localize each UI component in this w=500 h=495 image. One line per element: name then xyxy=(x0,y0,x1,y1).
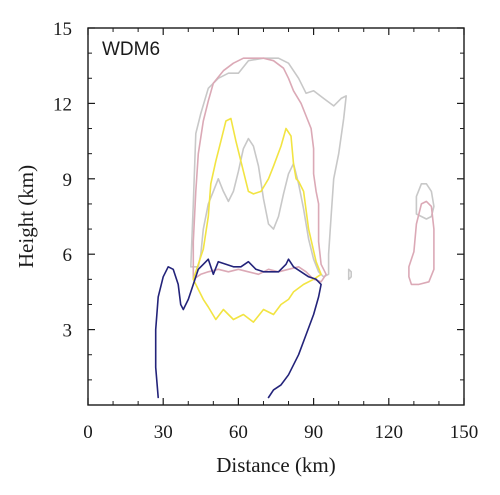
x-tick-label: 30 xyxy=(154,422,173,443)
x-tick-label: 0 xyxy=(83,422,93,443)
contour-series-layer xyxy=(154,57,435,399)
contour-line-1 xyxy=(347,268,352,281)
y-tick-label: 9 xyxy=(63,170,73,191)
contour-line-6 xyxy=(154,258,322,399)
x-tick-label: 150 xyxy=(450,422,479,443)
contour-line-2 xyxy=(415,183,435,220)
contour-line-0 xyxy=(190,57,347,278)
y-axis-title: Height (km) xyxy=(14,165,38,268)
y-tick-label: 3 xyxy=(63,321,73,342)
y-tick-label: 6 xyxy=(63,245,73,266)
x-tick-label: 90 xyxy=(304,422,323,443)
x-tick-label: 120 xyxy=(375,422,404,443)
panel-label: WDM6 xyxy=(102,39,160,60)
y-tick-label: 15 xyxy=(53,19,72,40)
x-tick-label: 60 xyxy=(229,422,248,443)
ticks-layer: 0 30 60 90 120 150 3 6 9 12 15 xyxy=(53,19,478,443)
x-axis-title: Distance (km) xyxy=(216,453,336,477)
y-tick-label: 12 xyxy=(53,94,72,115)
contour-line-4 xyxy=(408,200,435,286)
contour-line-3 xyxy=(192,57,327,283)
plot-frame xyxy=(87,27,465,406)
contour-line-5 xyxy=(192,117,322,323)
